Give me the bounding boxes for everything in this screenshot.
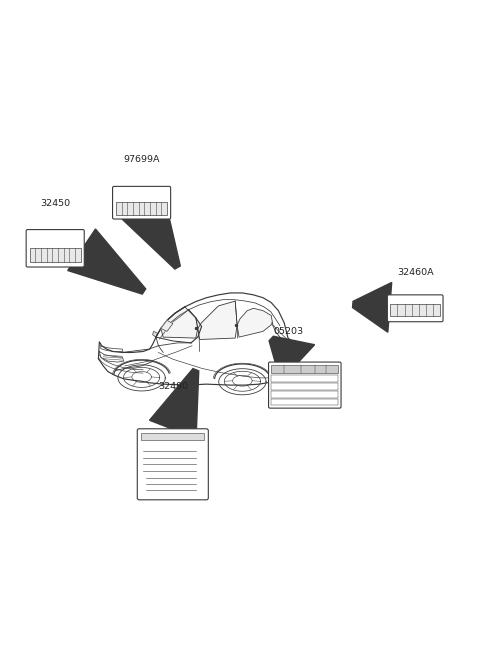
FancyBboxPatch shape — [137, 429, 208, 500]
Bar — [271, 383, 338, 390]
Bar — [116, 202, 167, 215]
Bar — [271, 398, 338, 405]
Text: 97699A: 97699A — [123, 155, 160, 164]
Polygon shape — [161, 320, 173, 331]
Polygon shape — [237, 309, 273, 337]
Text: 32490: 32490 — [158, 382, 188, 391]
Polygon shape — [150, 369, 199, 438]
Polygon shape — [161, 307, 198, 338]
Bar — [271, 375, 338, 382]
Polygon shape — [269, 336, 314, 381]
Text: 32460A: 32460A — [397, 268, 433, 277]
Bar — [30, 248, 81, 262]
Polygon shape — [198, 301, 237, 339]
FancyBboxPatch shape — [26, 230, 84, 267]
Bar — [271, 365, 338, 373]
Text: 32450: 32450 — [40, 198, 70, 208]
Bar — [271, 391, 338, 398]
FancyBboxPatch shape — [387, 295, 443, 322]
Bar — [141, 434, 204, 440]
Text: 05203: 05203 — [273, 327, 303, 335]
Polygon shape — [68, 229, 146, 294]
FancyBboxPatch shape — [112, 187, 171, 219]
Polygon shape — [120, 192, 180, 269]
Bar — [390, 303, 440, 316]
FancyBboxPatch shape — [269, 362, 341, 408]
Polygon shape — [352, 282, 392, 332]
Polygon shape — [153, 331, 157, 337]
